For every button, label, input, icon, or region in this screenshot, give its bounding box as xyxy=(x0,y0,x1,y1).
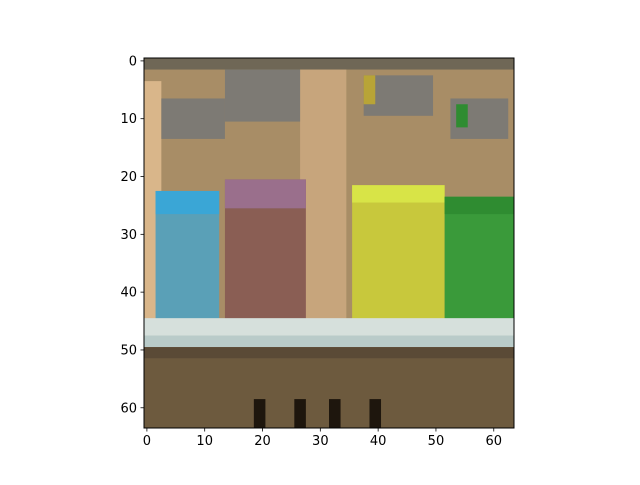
y-axis: 0 10 20 30 40 50 60 xyxy=(120,54,144,416)
image-label-1 xyxy=(161,98,225,139)
image-knob-3 xyxy=(329,399,341,428)
y-tick-label: 0 xyxy=(129,54,137,69)
x-tick-label: 40 xyxy=(370,434,387,449)
x-tick-label: 50 xyxy=(428,434,445,449)
y-tick-label: 10 xyxy=(120,112,137,127)
image-label-3-tag xyxy=(363,75,376,105)
image-knob-2 xyxy=(294,399,306,428)
image-bottle-blue xyxy=(155,190,220,336)
image-wall-strip xyxy=(300,69,347,330)
image-label-4-tag xyxy=(456,104,468,128)
x-tick-label: 10 xyxy=(196,434,213,449)
image-bottle-blue-cap xyxy=(155,190,220,215)
y-tick-label: 20 xyxy=(120,170,137,185)
y-tick-label: 50 xyxy=(120,343,137,358)
image-bottle-brown-cap xyxy=(224,179,306,209)
x-tick-label: 0 xyxy=(143,434,151,449)
y-tick-label: 40 xyxy=(120,286,137,301)
x-tick-label: 30 xyxy=(312,434,329,449)
y-tick-label: 60 xyxy=(120,401,137,416)
image-knob-1 xyxy=(253,399,266,428)
image-knob-4 xyxy=(369,399,382,428)
image-top-band xyxy=(144,58,514,70)
x-tick-label: 60 xyxy=(485,434,502,449)
image-bottle-yellow-cap xyxy=(352,185,445,203)
image-shelf-top xyxy=(144,318,514,336)
pixel-image xyxy=(144,58,514,428)
image-shelf-shadow xyxy=(144,347,514,359)
x-tick-label: 20 xyxy=(254,434,271,449)
image-bottle-green xyxy=(444,196,514,336)
image-bottle-green-cap xyxy=(444,196,514,215)
image-shelf xyxy=(144,335,514,348)
image-label-2 xyxy=(224,69,301,122)
x-axis: 0 10 20 30 40 50 60 xyxy=(143,428,502,449)
image-bottle-yellow xyxy=(352,185,445,336)
y-tick-label: 30 xyxy=(120,228,137,243)
plot-frame xyxy=(143,57,515,429)
